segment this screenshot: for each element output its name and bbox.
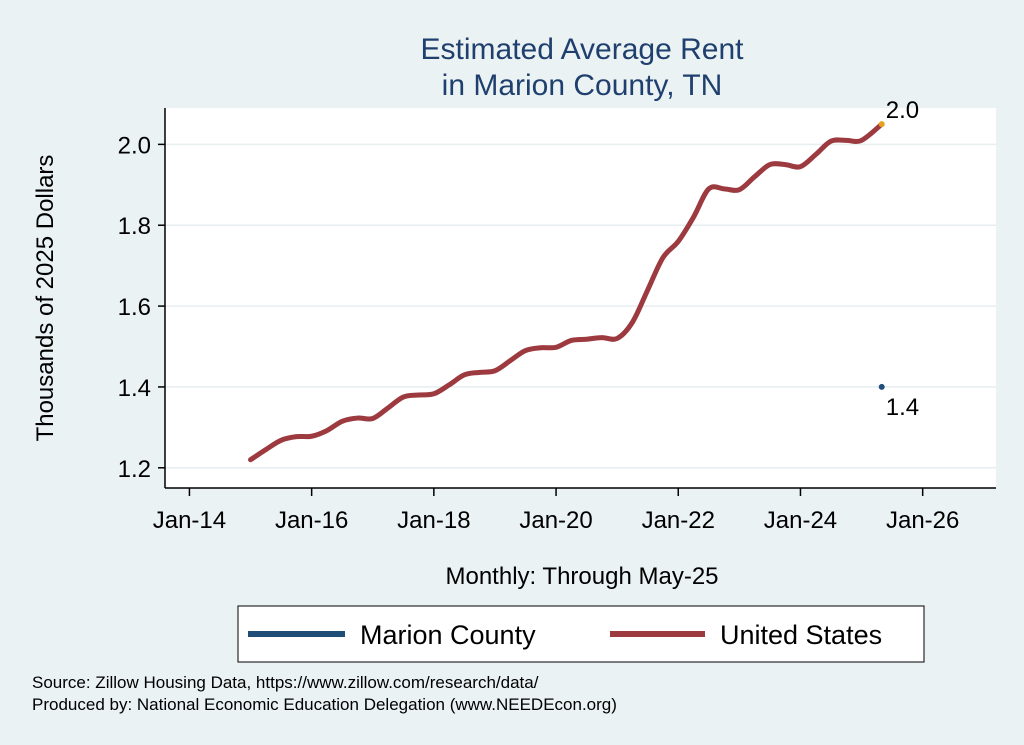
data-label-united-states: 2.0 xyxy=(886,97,919,124)
data-label-marion-county: 1.4 xyxy=(886,394,919,421)
plot-area xyxy=(165,108,996,488)
series-point-marion-county xyxy=(878,383,885,390)
x-axis-title: Monthly: Through May-25 xyxy=(445,563,718,590)
x-tick-label: Jan-16 xyxy=(275,507,348,534)
x-tick-label: Jan-26 xyxy=(886,507,959,534)
x-tick-label: Jan-24 xyxy=(764,507,837,534)
gridlines xyxy=(165,143,996,469)
y-axis-title: Thousands of 2025 Dollars xyxy=(32,155,59,442)
legend xyxy=(237,605,925,663)
chart-title-line-2: in Marion County, TN xyxy=(442,69,723,102)
producer-note: Produced by: National Economic Education… xyxy=(32,695,617,714)
x-axis-ticks: Jan-14 Jan-16 Jan-18 Jan-20 Jan-22 Jan-24 Jan-… xyxy=(153,488,959,534)
y-tick-label: 1.2 xyxy=(118,456,151,483)
x-tick-label: Jan-22 xyxy=(642,507,715,534)
x-tick-label: Jan-20 xyxy=(519,507,592,534)
legend-label-marion-county: Marion County xyxy=(360,620,536,650)
chart-title-line-1: Estimated Average Rent xyxy=(421,33,745,66)
x-tick-label: Jan-14 xyxy=(153,507,226,534)
y-tick-label: 1.8 xyxy=(118,213,151,240)
y-tick-label: 1.4 xyxy=(118,375,151,402)
x-tick-label: Jan-18 xyxy=(397,507,470,534)
y-tick-label: 2.0 xyxy=(118,132,151,159)
y-axis-ticks: 1.2 1.4 1.6 1.8 2.0 xyxy=(118,132,165,483)
series-layer: 2.0 1.4 xyxy=(248,97,919,463)
y-tick-label: 1.6 xyxy=(118,294,151,321)
source-note: Source: Zillow Housing Data, https://www… xyxy=(32,673,539,692)
series-end-marker-united-states xyxy=(878,121,885,128)
legend-label-united-states: United States xyxy=(720,620,882,650)
series-line-united-states xyxy=(248,121,885,463)
